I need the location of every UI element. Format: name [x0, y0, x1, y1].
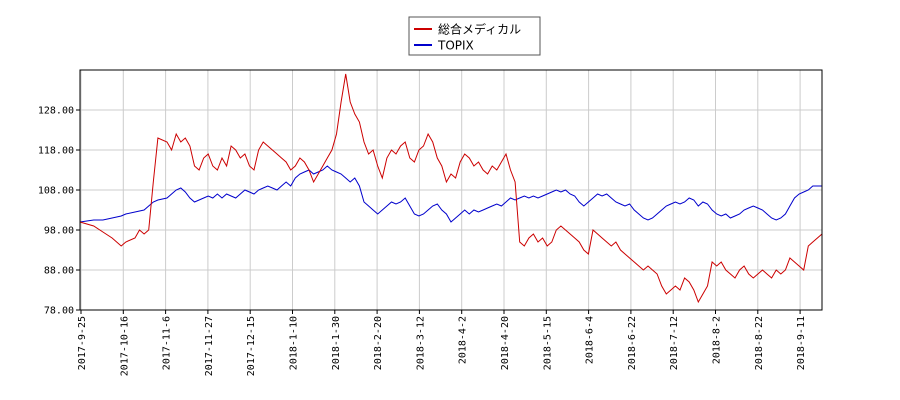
x-tick-label: 2018-8-2 [712, 316, 723, 364]
x-tick-label: 2018-9-11 [796, 316, 807, 370]
x-tick-label: 2018-1-30 [331, 316, 342, 370]
x-tick-label: 2018-1-10 [289, 316, 300, 370]
x-tick-label: 2018-7-12 [669, 316, 680, 370]
x-tick-label: 2017-11-27 [204, 316, 215, 376]
x-tick-label: 2018-6-4 [585, 316, 596, 364]
y-tick-label: 118.00 [38, 146, 74, 157]
x-tick-label: 2018-3-12 [415, 316, 426, 370]
legend: 総合メディカル TOPIX [408, 16, 541, 56]
legend-label-0: 総合メディカル [438, 22, 521, 37]
legend-label-1: TOPIX [437, 39, 474, 53]
y-tick-label: 78.00 [44, 306, 74, 317]
x-tick-label: 2017-9-25 [77, 316, 88, 370]
x-tick-label: 2018-4-2 [458, 316, 469, 364]
y-tick-label: 108.00 [38, 186, 74, 197]
series-lines [79, 73, 823, 304]
x-tick-label: 2018-5-15 [542, 316, 553, 370]
x-tick-label: 2018-8-22 [754, 316, 765, 370]
x-tick-label: 2018-2-20 [373, 316, 384, 370]
y-axis: 78.00 88.00 98.00 108.00 118.00 128.00 [38, 106, 80, 317]
x-tick-label: 2018-4-20 [500, 316, 511, 370]
y-tick-label: 98.00 [44, 226, 74, 237]
x-tick-label: 2017-12-15 [246, 316, 257, 376]
series-line-0 [79, 73, 823, 304]
y-tick-label: 88.00 [44, 266, 74, 277]
series-line-1 [79, 165, 822, 223]
legend-box [408, 16, 541, 56]
x-tick-label: 2018-6-22 [627, 316, 638, 370]
y-tick-label: 128.00 [38, 106, 74, 117]
grid [80, 70, 822, 311]
x-axis: 2017-9-25 2017-10-16 2017-11-6 2017-11-27 20… [77, 310, 807, 376]
x-tick-label: 2017-11-6 [162, 316, 173, 370]
x-tick-label: 2017-10-16 [119, 316, 130, 376]
